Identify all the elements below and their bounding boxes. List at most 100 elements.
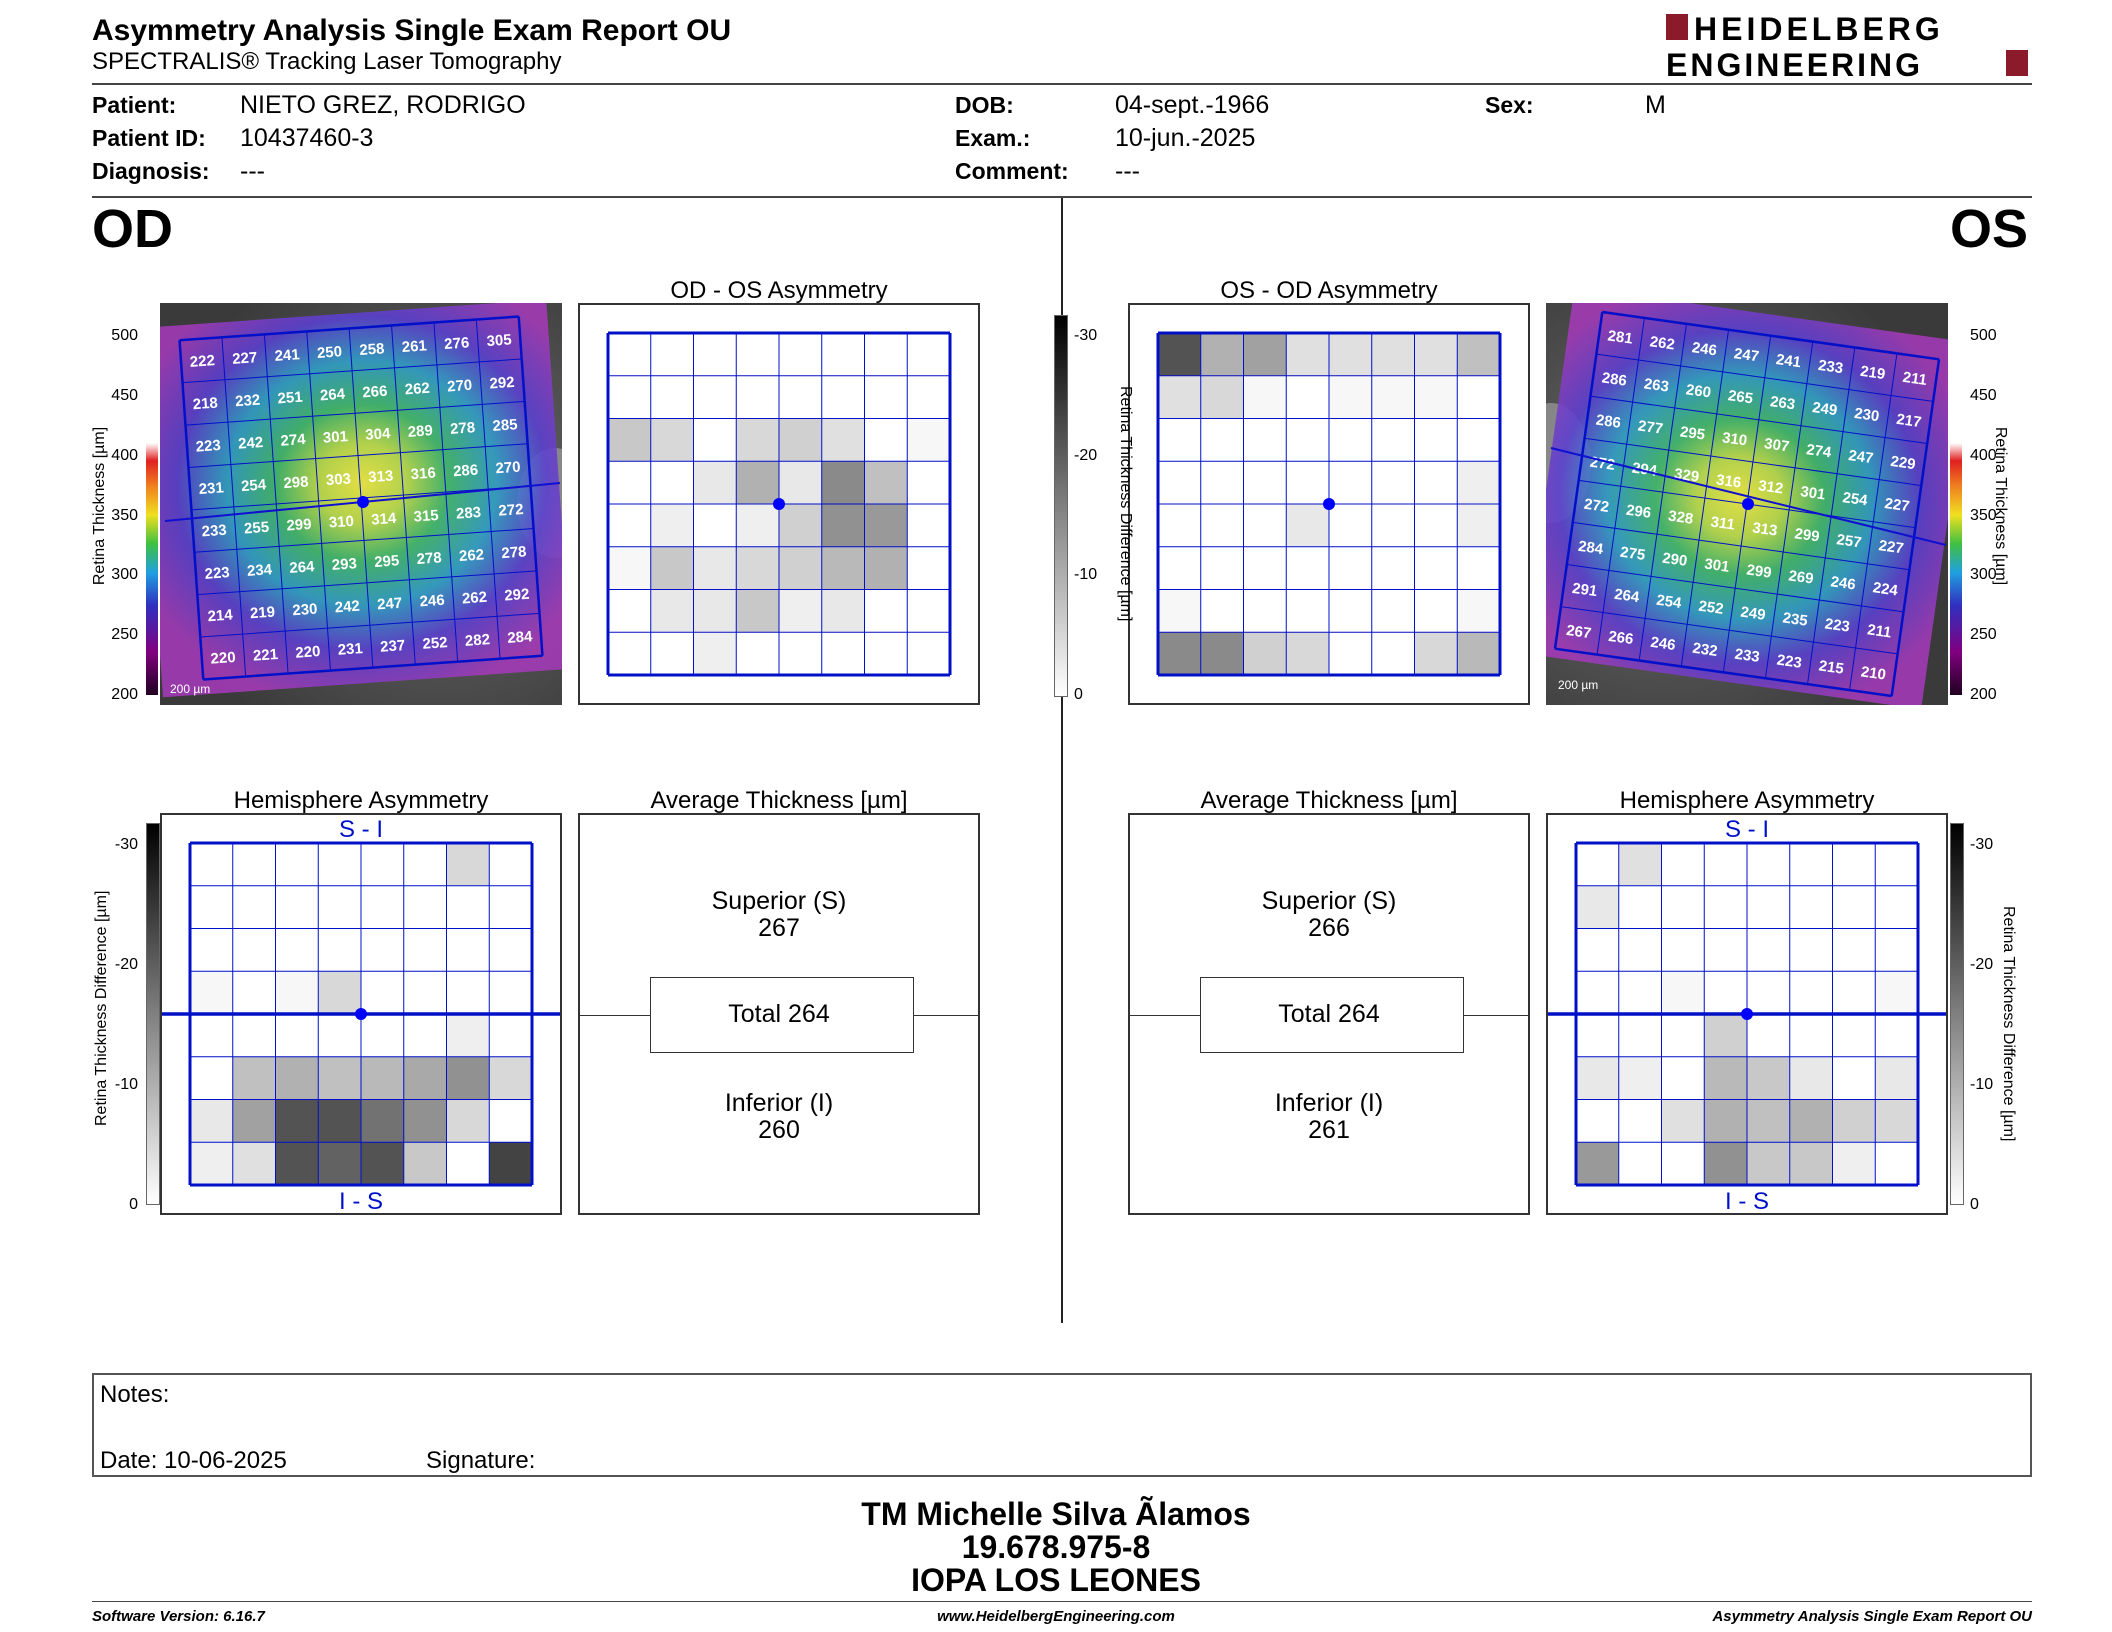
od-asym-cell (907, 461, 950, 504)
os-hemisphere-panel: S - I I - S (1546, 813, 1948, 1215)
os-asym-cell (1200, 504, 1244, 547)
od-asym-cell (864, 504, 908, 547)
comment-value: --- (1115, 157, 1140, 185)
os-thickness-cell: 223 (1824, 615, 1851, 635)
od-total-label: Total 264 (728, 1000, 830, 1028)
od-thickness-axis-label: Retina Thickness [µm] (91, 426, 108, 586)
od-asym-cell (608, 546, 651, 590)
od-asym-title: OD - OS Asymmetry (670, 277, 888, 304)
notes-box[interactable]: Notes: Date: 10-06-2025 Signature: (92, 1373, 2032, 1477)
od-hemi-cell (403, 971, 447, 1014)
od-asym-cell (821, 375, 865, 419)
od-thickness-cell: 242 (334, 598, 360, 617)
od-hemi-cell (275, 928, 319, 972)
od-hemi-cell (190, 928, 233, 972)
od-thickness-cell: 301 (322, 428, 348, 447)
od-asym-cell (864, 333, 908, 376)
os-hemi-cell (1661, 1014, 1705, 1057)
od-hemi-cell (361, 1142, 404, 1185)
od-asym-cell (864, 632, 908, 675)
os-asym-cell (1371, 504, 1415, 547)
os-asym-cell (1243, 589, 1287, 633)
os-asym-cell (1158, 589, 1201, 633)
os-hemi-cell (1875, 1099, 1918, 1143)
od-hemi-cell (403, 928, 447, 972)
od-hemi-cell (190, 885, 233, 929)
os-asym-cell (1457, 418, 1500, 462)
od-hemi-cell (275, 885, 319, 929)
od-hemi-cell (318, 843, 361, 886)
os-thickness-cell: 299 (1745, 561, 1772, 581)
os-asym-cell (1329, 418, 1372, 462)
website-link[interactable]: www.HeidelbergEngineering.com (937, 1608, 1175, 1625)
od-thickness-cell: 270 (447, 377, 473, 396)
os-average-panel: Superior (S) 266 Total 264 Inferior (I) … (1128, 813, 1530, 1215)
patient-value: NIETO GREZ, RODRIGO (240, 91, 526, 119)
os-hemi-cell (1618, 928, 1662, 972)
od-hemi-cell (361, 1099, 404, 1143)
od-asym-cell (650, 589, 694, 633)
os-hemi-cell (1747, 928, 1790, 972)
os-asym-cell (1243, 375, 1287, 419)
os-asym-cell (1414, 418, 1458, 462)
od-eye-label: OD (92, 199, 173, 259)
od-asym-cell (907, 418, 950, 462)
comment-label: Comment: (955, 158, 1069, 184)
os-asym-cell (1243, 632, 1287, 675)
os-hemi-cell (1747, 971, 1790, 1014)
os-inferior-label: Inferior (I) (1274, 1089, 1384, 1117)
asym-tick-label: -30 (1074, 327, 1098, 344)
os-asym-cell (1158, 504, 1201, 547)
od-hemi-tick-label: -30 (114, 836, 138, 853)
os-superior-value: 266 (1308, 914, 1350, 942)
od-thickness-cell: 246 (419, 592, 445, 611)
od-thickness-cell: 278 (501, 543, 527, 562)
os-asym-cell (1329, 589, 1372, 633)
os-hemi-cell (1789, 1014, 1833, 1057)
od-hemi-top-label: S - I (339, 816, 383, 843)
os-thickness-cell: 267 (1565, 622, 1592, 642)
od-hemisphere-grid: S - I I - S (162, 816, 560, 1215)
od-hemi-cell (318, 1056, 361, 1100)
os-thickness-cell: 249 (1739, 603, 1766, 623)
od-thickness-cell: 214 (207, 606, 234, 625)
os-thickness-cell: 294 (1631, 459, 1659, 479)
os-thickness-cell: 227 (1878, 537, 1905, 557)
od-thickness-cell: 276 (444, 334, 470, 353)
od-asym-cell (608, 375, 651, 419)
od-thickness-cell: 282 (464, 631, 490, 650)
od-asym-cell (608, 461, 651, 504)
os-thickness-cell: 219 (1859, 363, 1886, 383)
os-total-label: Total 264 (1278, 1000, 1380, 1028)
os-asym-cell (1457, 504, 1500, 547)
od-hemi-colorbar (146, 823, 160, 1205)
od-thickness-cell: 232 (235, 392, 261, 411)
os-thickness-tick-label: 350 (1970, 506, 1997, 524)
od-hemi-cell (190, 1056, 233, 1100)
os-thickness-cell: 247 (1847, 447, 1874, 467)
os-grid-center-dot (1323, 498, 1335, 510)
os-thickness-cell: 260 (1685, 381, 1712, 401)
os-asym-cell (1371, 546, 1415, 590)
od-asym-cell (821, 589, 865, 633)
od-thickness-cell: 252 (422, 634, 448, 653)
signer-name: TM Michelle Silva Ãlamos (861, 1496, 1251, 1532)
os-hemi-cell (1832, 1142, 1876, 1185)
asym-colorbar (1054, 315, 1068, 697)
od-inferior-value: 260 (758, 1116, 800, 1144)
od-thickness-cell: 313 (368, 467, 394, 486)
os-hemi-cell (1576, 885, 1619, 929)
od-hemi-cell (489, 928, 532, 972)
os-hemi-cell (1704, 971, 1747, 1014)
os-thickness-cell: 233 (1817, 357, 1844, 377)
od-thickness-cell: 285 (492, 416, 518, 435)
os-asym-cell (1457, 546, 1500, 590)
od-asym-cell (608, 418, 651, 462)
heidelberg-logo: HEIDELBERG ENGINEERING (1666, 12, 2028, 80)
od-thickness-cell: 241 (274, 346, 300, 365)
od-grid-center-dot (355, 1008, 367, 1020)
os-hemi-cell (1747, 1056, 1790, 1100)
od-thickness-cell: 262 (404, 380, 430, 399)
od-thickness-tick-label: 250 (111, 626, 138, 644)
os-thickness-cell: 229 (1889, 453, 1916, 473)
